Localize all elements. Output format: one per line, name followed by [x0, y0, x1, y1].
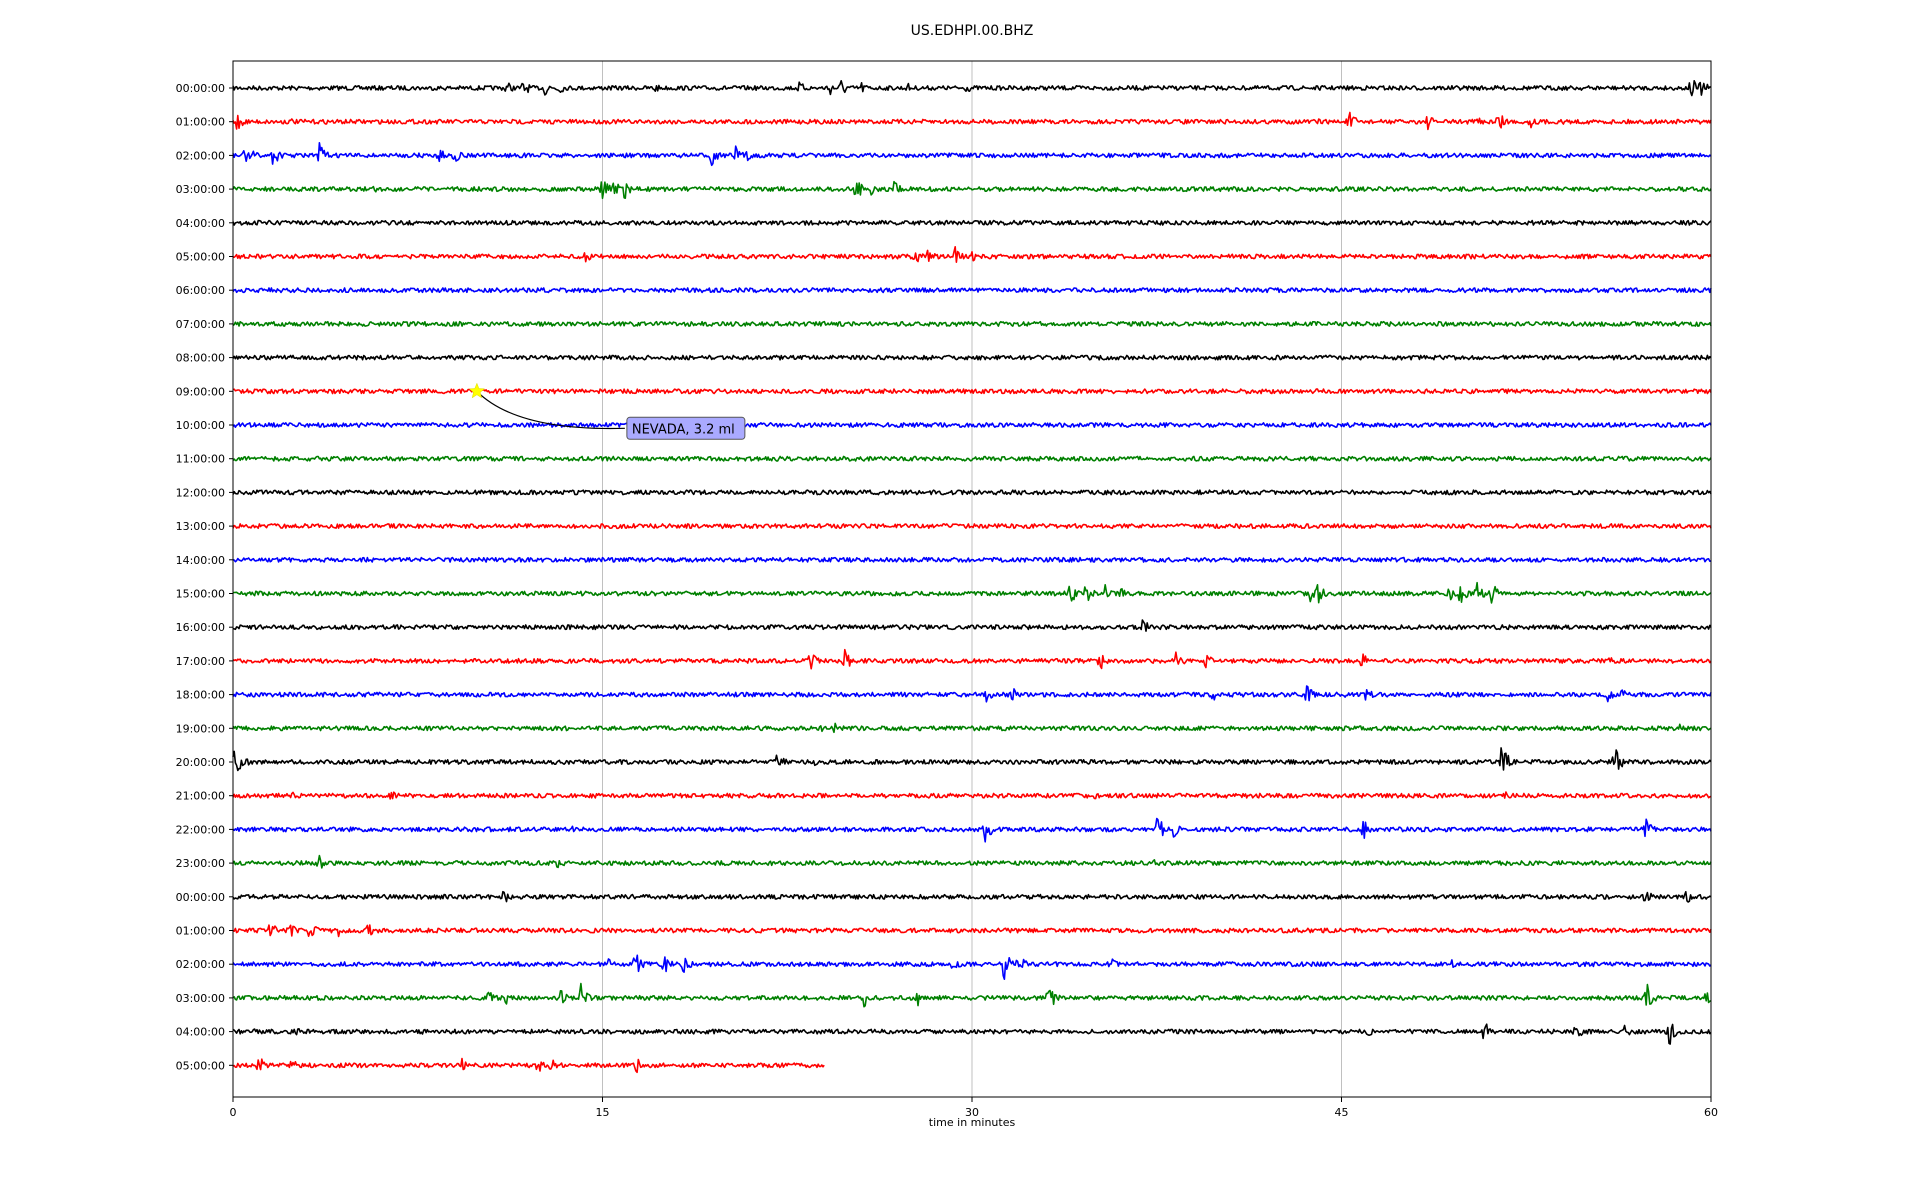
plot-frame — [232, 60, 1712, 1098]
y-tick-label: 10:00:00 — [176, 419, 225, 432]
trace-row — [232, 747, 1712, 772]
y-tick-label: 04:00:00 — [176, 217, 225, 230]
y-tick-label: 08:00:00 — [176, 352, 225, 365]
annotation-text: NEVADA, 3.2 ml — [632, 422, 735, 437]
trace-row — [232, 523, 1712, 530]
y-tick-label: 12:00:00 — [176, 486, 225, 499]
trace-row — [232, 142, 1712, 167]
y-tick-label: 00:00:00 — [176, 82, 225, 95]
trace-row — [232, 489, 1712, 496]
trace-row — [232, 791, 1712, 800]
trace-row — [232, 80, 1712, 97]
annotation-leader — [476, 390, 625, 430]
annotation-box — [626, 416, 746, 440]
y-tick-label: 15:00:00 — [176, 588, 225, 601]
y-tick-label: 16:00:00 — [176, 621, 225, 634]
chart-title: US.EDHPI.00.BHZ — [911, 23, 1034, 39]
y-tick-label: 04:00:00 — [176, 1026, 225, 1039]
trace-row — [232, 982, 1712, 1008]
y-tick-label: 20:00:00 — [176, 756, 225, 769]
y-tick-label: 01:00:00 — [176, 116, 225, 129]
trace-row — [232, 287, 1712, 294]
trace-row — [232, 455, 1712, 462]
traces-layer — [232, 80, 1712, 1074]
trace-row — [232, 619, 1712, 632]
y-tick-label: 09:00:00 — [176, 385, 225, 398]
y-tick-label: 22:00:00 — [176, 823, 225, 836]
trace-row — [232, 924, 1712, 938]
trace-row — [232, 354, 1712, 361]
trace-row — [232, 246, 1712, 263]
trace-row — [232, 648, 1712, 670]
y-tick-label: 14:00:00 — [176, 554, 225, 567]
y-tick-label: 02:00:00 — [176, 149, 225, 162]
y-tick-label: 07:00:00 — [176, 318, 225, 331]
annotation-layer: NEVADA, 3.2 ml — [468, 382, 746, 440]
y-tick-label: 06:00:00 — [176, 284, 225, 297]
grid-lines — [602, 61, 1342, 1097]
trace-row — [232, 219, 1712, 226]
trace-row — [232, 320, 1712, 327]
y-tick-label: 11:00:00 — [176, 453, 225, 466]
y-tick-label: 17:00:00 — [176, 655, 225, 668]
y-tick-label: 05:00:00 — [176, 1059, 225, 1072]
x-tick-label: 30 — [965, 1106, 979, 1119]
y-tick-label: 13:00:00 — [176, 520, 225, 533]
trace-row — [232, 1023, 1712, 1045]
x-tick-label: 60 — [1704, 1106, 1718, 1119]
y-tick-label: 03:00:00 — [176, 992, 225, 1005]
trace-row — [232, 685, 1712, 703]
x-axis-label: time in minutes — [929, 1116, 1016, 1129]
trace-row — [232, 890, 1712, 903]
x-tick-label: 0 — [230, 1106, 237, 1119]
y-tick-label: 02:00:00 — [176, 958, 225, 971]
y-tick-label: 03:00:00 — [176, 183, 225, 196]
y-tick-label: 18:00:00 — [176, 689, 225, 702]
trace-row — [232, 1057, 825, 1074]
trace-row — [232, 722, 1712, 734]
x-tick-label: 15 — [596, 1106, 610, 1119]
x-axis: 0 15 30 45 60 — [230, 1097, 1718, 1119]
trace-row — [232, 854, 1712, 869]
y-tick-label: 21:00:00 — [176, 790, 225, 803]
trace-row — [232, 581, 1712, 604]
y-tick-label: 05:00:00 — [176, 251, 225, 264]
trace-row — [232, 422, 1712, 428]
trace-row — [232, 111, 1712, 131]
y-tick-label: 23:00:00 — [176, 857, 225, 870]
y-tick-label: 01:00:00 — [176, 925, 225, 938]
y-tick-labels: 00:00:00 01:00:00 02:00:00 03:00:00 04:00:00… — [176, 82, 233, 1072]
trace-row — [232, 180, 1712, 200]
trace-row — [232, 954, 1712, 980]
trace-row — [232, 556, 1712, 563]
trace-row — [232, 817, 1712, 843]
x-tick-label: 45 — [1335, 1106, 1349, 1119]
event-star-marker — [468, 382, 486, 399]
y-tick-label: 19:00:00 — [176, 722, 225, 735]
y-tick-label: 00:00:00 — [176, 891, 225, 904]
